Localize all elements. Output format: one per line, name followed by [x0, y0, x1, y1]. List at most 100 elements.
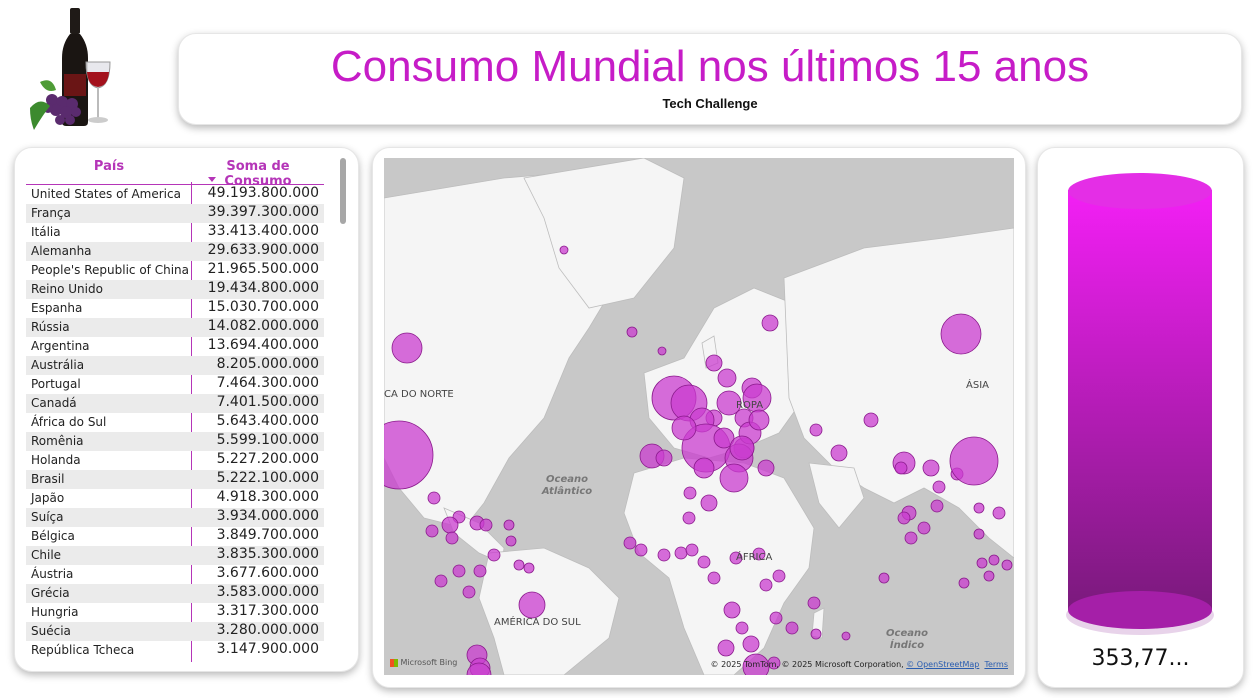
- openstreetmap-link[interactable]: © OpenStreetMap: [906, 660, 980, 669]
- country-bubble[interactable]: [503, 519, 515, 531]
- country-bubble[interactable]: [757, 459, 775, 477]
- country-bubble[interactable]: [473, 564, 487, 578]
- table-row[interactable]: Suécia 3.280.000.000: [26, 622, 324, 641]
- country-bubble[interactable]: [707, 571, 721, 585]
- country-bubble[interactable]: [462, 585, 476, 599]
- table-row[interactable]: Suíça 3.934.000.000: [26, 508, 324, 527]
- country-bubble[interactable]: [657, 548, 671, 562]
- country-bubble[interactable]: [863, 412, 879, 428]
- country-bubble[interactable]: [487, 548, 501, 562]
- country-bubble[interactable]: [983, 570, 995, 582]
- country-bubble[interactable]: [671, 415, 697, 441]
- country-bubble[interactable]: [384, 420, 434, 490]
- country-bubble[interactable]: [988, 554, 1000, 566]
- country-bubble[interactable]: [700, 494, 718, 512]
- country-bubble[interactable]: [742, 635, 760, 653]
- table-row[interactable]: França 39.397.300.000: [26, 204, 324, 223]
- country-bubble[interactable]: [785, 621, 799, 635]
- country-bubble[interactable]: [976, 557, 988, 569]
- country-bubble[interactable]: [973, 502, 985, 514]
- country-bubble[interactable]: [623, 536, 637, 550]
- country-bubble[interactable]: [1001, 559, 1013, 571]
- table-row[interactable]: Canadá 7.401.500.000: [26, 394, 324, 413]
- country-bubble[interactable]: [466, 662, 492, 675]
- country-bubble[interactable]: [922, 459, 940, 477]
- country-bubble[interactable]: [958, 577, 970, 589]
- table-row[interactable]: Romênia 5.599.100.000: [26, 432, 324, 451]
- country-bubble[interactable]: [841, 631, 851, 641]
- country-bubble[interactable]: [697, 555, 711, 569]
- country-bubble[interactable]: [445, 531, 459, 545]
- table-row[interactable]: Áustria 3.677.600.000: [26, 565, 324, 584]
- country-bubble[interactable]: [674, 546, 688, 560]
- table-scrollbar[interactable]: [340, 158, 346, 224]
- country-bubble[interactable]: [930, 499, 944, 513]
- table-row[interactable]: Chile 3.835.300.000: [26, 546, 324, 565]
- country-bubble[interactable]: [729, 551, 743, 565]
- country-bubble[interactable]: [693, 457, 715, 479]
- sort-descending-icon[interactable]: [208, 177, 216, 182]
- table-row[interactable]: África do Sul 5.643.400.000: [26, 413, 324, 432]
- country-bubble[interactable]: [427, 491, 441, 505]
- table-row[interactable]: Holanda 5.227.200.000: [26, 451, 324, 470]
- table-row[interactable]: Bélgica 3.849.700.000: [26, 527, 324, 546]
- country-bubble[interactable]: [685, 543, 699, 557]
- table-row[interactable]: Japão 4.918.300.000: [26, 489, 324, 508]
- table-row[interactable]: United States of America 49.193.800.000: [26, 185, 324, 204]
- country-bubble[interactable]: [830, 444, 848, 462]
- table-row[interactable]: Itália 33.413.400.000: [26, 223, 324, 242]
- country-bubble[interactable]: [559, 245, 569, 255]
- country-bubble[interactable]: [894, 461, 908, 475]
- country-bubble[interactable]: [748, 409, 770, 431]
- country-bubble[interactable]: [949, 436, 999, 486]
- country-bubble[interactable]: [810, 628, 822, 640]
- country-bubble[interactable]: [683, 486, 697, 500]
- country-bubble[interactable]: [719, 463, 749, 493]
- country-bubble[interactable]: [769, 611, 783, 625]
- country-bubble[interactable]: [452, 564, 466, 578]
- country-bubble[interactable]: [767, 656, 781, 670]
- country-bubble[interactable]: [940, 313, 982, 355]
- country-bubble[interactable]: [992, 506, 1006, 520]
- country-bubble[interactable]: [761, 314, 779, 332]
- country-bubble[interactable]: [932, 480, 946, 494]
- country-bubble[interactable]: [434, 574, 448, 588]
- country-bubble[interactable]: [657, 346, 667, 356]
- country-bubble[interactable]: [717, 368, 737, 388]
- country-bubble[interactable]: [742, 653, 770, 675]
- table-row[interactable]: People's Republic of China 21.965.500.000: [26, 261, 324, 280]
- table-row[interactable]: Alemanha 29.633.900.000: [26, 242, 324, 261]
- country-bubble[interactable]: [513, 559, 525, 571]
- country-bubble[interactable]: [716, 390, 742, 416]
- country-bubble[interactable]: [505, 535, 517, 547]
- column-header-country[interactable]: País: [93, 159, 125, 174]
- table-row[interactable]: Espanha 15.030.700.000: [26, 299, 324, 318]
- country-bubble[interactable]: [807, 596, 821, 610]
- table-row[interactable]: Portugal 7.464.300.000: [26, 375, 324, 394]
- table-row[interactable]: Grécia 3.583.000.000: [26, 584, 324, 603]
- country-bubble[interactable]: [682, 511, 696, 525]
- country-bubble[interactable]: [729, 435, 755, 461]
- country-bubble[interactable]: [626, 326, 638, 338]
- table-row[interactable]: Reino Unido 19.434.800.000: [26, 280, 324, 299]
- country-bubble[interactable]: [479, 518, 493, 532]
- country-bubble[interactable]: [878, 572, 890, 584]
- country-bubble[interactable]: [735, 621, 749, 635]
- country-bubble[interactable]: [723, 601, 741, 619]
- country-bubble[interactable]: [917, 521, 931, 535]
- country-bubble[interactable]: [391, 332, 423, 364]
- country-bubble[interactable]: [705, 354, 723, 372]
- country-bubble[interactable]: [441, 516, 459, 534]
- table-row[interactable]: Argentina 13.694.400.000: [26, 337, 324, 356]
- country-bubble[interactable]: [634, 543, 648, 557]
- country-bubble[interactable]: [973, 528, 985, 540]
- bubble-map[interactable]: CA DO NORTE ROPA ÁSIA ÁFRICA AMÉRICA DO …: [384, 158, 1014, 675]
- country-bubble[interactable]: [759, 578, 773, 592]
- terms-link[interactable]: Terms: [984, 660, 1008, 669]
- country-bubble[interactable]: [904, 531, 918, 545]
- column-header-consumption[interactable]: Soma de Consumo: [224, 159, 292, 189]
- table-row[interactable]: Brasil 5.222.100.000: [26, 470, 324, 489]
- country-bubble[interactable]: [425, 524, 439, 538]
- country-bubble[interactable]: [518, 591, 546, 619]
- table-row[interactable]: Rússia 14.082.000.000: [26, 318, 324, 337]
